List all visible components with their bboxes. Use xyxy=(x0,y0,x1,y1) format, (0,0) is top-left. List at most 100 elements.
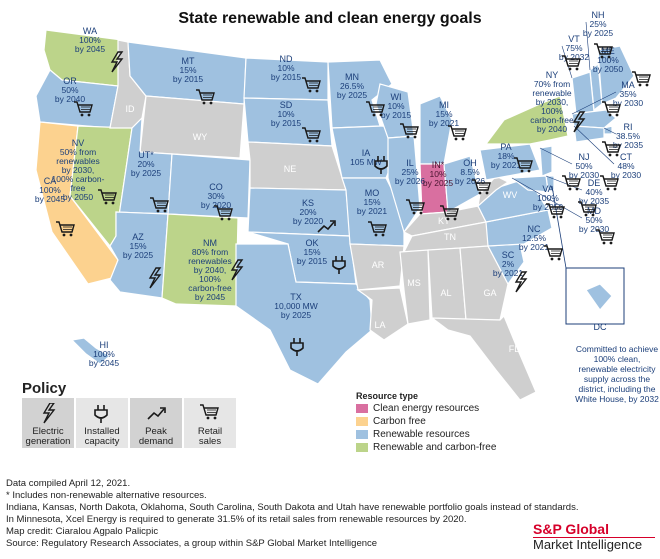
state-abbr-nv: NV xyxy=(72,138,85,148)
state-abbr-nj: NJ xyxy=(579,152,590,162)
state-goal-de: by 2035 xyxy=(579,196,610,206)
cart-icon xyxy=(74,101,93,117)
state-goal-ut: by 2025 xyxy=(131,168,162,178)
state-ct xyxy=(573,125,605,143)
policy-title: Policy xyxy=(22,380,67,397)
lightning-icon xyxy=(514,271,528,293)
state-abbr-ca: CA xyxy=(44,176,57,186)
state-abbr-mi: MI xyxy=(439,100,449,110)
state-goal-ks: by 2020 xyxy=(293,216,324,226)
state-wy xyxy=(139,95,245,159)
state-abbr-nm: NM xyxy=(203,238,217,248)
state-goal-sd: by 2015 xyxy=(271,118,302,128)
state-abbr-ia: IA xyxy=(362,148,371,158)
leader-line-nh xyxy=(585,21,591,71)
state-goal-wa: 100% xyxy=(79,35,101,45)
state-abbr-ky: KY xyxy=(438,216,450,226)
legend-swatch xyxy=(356,443,368,452)
state-abbr-nc: NC xyxy=(528,224,541,234)
cart-icon xyxy=(368,221,387,237)
map-title: State renewable and clean energy goals xyxy=(178,10,482,27)
state-abbr-tn: TN xyxy=(444,232,456,242)
state-goal-nj: 50% xyxy=(575,161,592,171)
state-goal-ia: 105 MW xyxy=(350,157,382,167)
state-goal-ny: 70% from xyxy=(534,79,570,89)
state-abbr-ma: MA xyxy=(621,80,635,90)
state-goal-il: by 2026 xyxy=(395,176,426,186)
state-goal-il: 25% xyxy=(401,167,418,177)
state-goal-az: by 2025 xyxy=(123,250,154,260)
cart-icon xyxy=(98,189,117,205)
state-abbr-ar: AR xyxy=(372,260,385,270)
state-goal-md: 50% xyxy=(585,215,602,225)
state-goal-nc: by 2021 xyxy=(519,242,550,252)
state-goal-nh: 25% xyxy=(589,19,606,29)
state-abbr-ms: MS xyxy=(407,278,421,288)
state-goal-nc: 12.5% xyxy=(522,233,547,243)
policy-plug: Installed capacity xyxy=(76,398,128,448)
state-goal-me: by 2050 xyxy=(593,64,624,74)
footnote: In Minnesota, Xcel Energy is required to… xyxy=(6,514,467,525)
state-goal-nv: by 2050 xyxy=(63,192,94,202)
legend-item: Renewable and carbon-free xyxy=(356,442,496,453)
cart-icon xyxy=(514,157,533,173)
state-abbr-ct: CT xyxy=(620,152,632,162)
state-abbr-ne: NE xyxy=(284,164,297,174)
state-nm xyxy=(161,213,239,307)
cart-icon xyxy=(632,71,651,87)
plug-icon xyxy=(94,405,108,423)
legend-swatch xyxy=(356,404,368,413)
state-abbr-mt: MT xyxy=(182,56,195,66)
state-goal-ri: by 2035 xyxy=(613,140,644,150)
state-goal-ca: by 2045 xyxy=(35,194,66,204)
legend-item: Clean energy resources xyxy=(356,403,479,414)
state-nj xyxy=(539,145,553,177)
state-goal-co: 30% xyxy=(207,191,224,201)
state-goal-nv: free xyxy=(71,183,86,193)
trend-arrow-icon xyxy=(147,407,166,420)
state-goal-nv: renewables xyxy=(56,156,99,166)
state-abbr-va: VA xyxy=(542,184,553,194)
plug-icon xyxy=(374,156,388,174)
state-goal-in: by 2025 xyxy=(423,178,454,188)
state-abbr-me: ME xyxy=(601,46,615,56)
state-abbr-de: DE xyxy=(588,178,601,188)
lightning-icon xyxy=(148,267,162,289)
cart-icon xyxy=(150,197,169,213)
state-goal-wa: by 2045 xyxy=(75,44,106,54)
leader-line-ct xyxy=(573,125,615,165)
state-goal-ny: 100% xyxy=(541,106,563,116)
state-goal-ok: 15% xyxy=(303,247,320,257)
cart-icon xyxy=(200,404,219,420)
state-abbr-ks: KS xyxy=(302,198,314,208)
state-goal-md: by 2030 xyxy=(579,224,610,234)
state-goal-ct: 48% xyxy=(617,161,634,171)
state-goal-nd: by 2015 xyxy=(271,72,302,82)
plug-icon xyxy=(332,256,346,274)
state-goal-mn: 26.5% xyxy=(340,81,365,91)
footnote: Data compiled April 12, 2021. xyxy=(6,478,131,489)
state-goal-va: 100% xyxy=(537,193,559,203)
state-goal-nv: 50% from xyxy=(60,147,96,157)
state-goal-sc: by 2021 xyxy=(493,268,524,278)
cart-icon xyxy=(594,43,613,59)
state-goal-nd: 10% xyxy=(277,63,294,73)
lightning-icon xyxy=(230,259,244,281)
state-abbr-co: CO xyxy=(209,182,223,192)
state-abbr-il: IL xyxy=(406,158,414,168)
state-goal-vt: 75% xyxy=(565,43,582,53)
policy-label: Peak xyxy=(145,426,167,437)
leader-line-de xyxy=(545,175,583,191)
state-hi xyxy=(70,337,112,365)
state-goal-nm: renewables xyxy=(188,256,231,266)
legend-swatch xyxy=(356,430,368,439)
state-abbr-sc: SC xyxy=(502,250,515,260)
state-goal-tx: by 2025 xyxy=(281,310,312,320)
state-goal-vt: by 2032 xyxy=(559,52,590,62)
state-goal-nm: by 2045 xyxy=(195,292,226,302)
state-goal-va: by 2050 xyxy=(533,202,564,212)
state-goal-mo: by 2021 xyxy=(357,206,388,216)
cart-icon xyxy=(546,203,565,219)
cart-icon xyxy=(400,123,419,139)
state-abbr-wy: WY xyxy=(193,132,208,142)
